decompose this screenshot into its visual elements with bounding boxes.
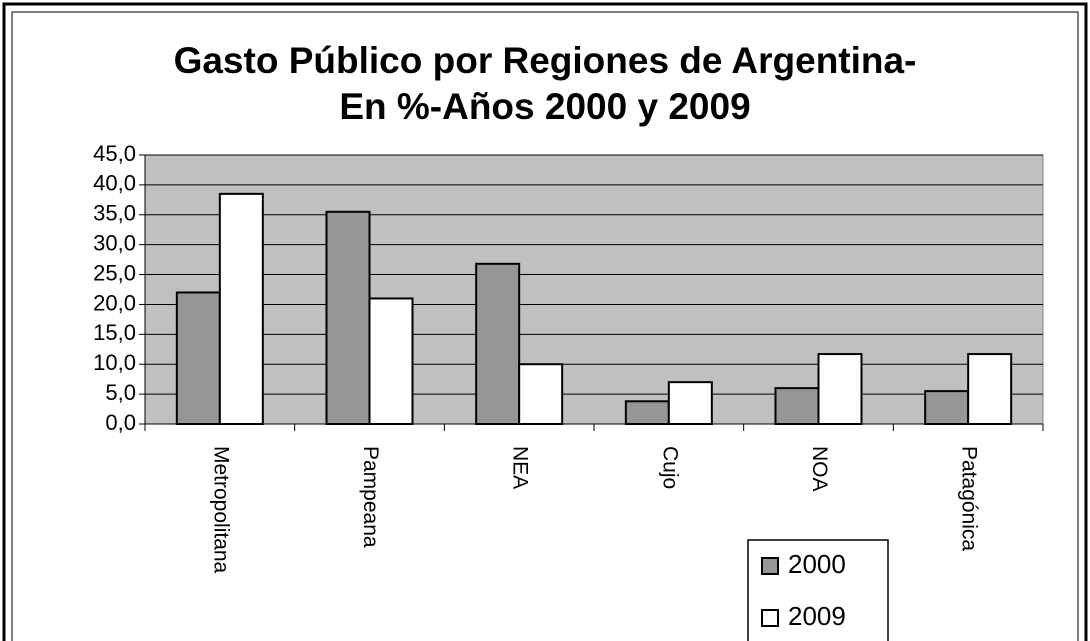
x-tick-label: Metropolitana	[209, 446, 232, 574]
legend-label: 2000	[788, 549, 846, 579]
bar	[368, 297, 414, 426]
x-tick-label: Patagónica	[958, 446, 981, 551]
bar	[774, 387, 820, 425]
y-tick-label: 20,0	[93, 290, 136, 315]
plot-area	[144, 154, 1044, 425]
y-tick-label: 25,0	[93, 260, 136, 285]
bar	[624, 400, 670, 426]
bar	[817, 353, 863, 425]
bar	[175, 291, 221, 425]
legend-swatch	[761, 557, 779, 575]
y-tick-label: 5,0	[105, 380, 136, 405]
y-tick-label: 10,0	[93, 350, 136, 375]
x-tick-label: Pampeana	[359, 446, 382, 548]
inner-frame	[11, 11, 1079, 641]
bar	[967, 353, 1013, 425]
bar	[518, 363, 564, 426]
x-tick-label: NEA	[509, 446, 532, 489]
bar	[325, 210, 371, 425]
y-tick-label: 15,0	[93, 320, 136, 345]
y-tick-label: 40,0	[93, 171, 136, 196]
bar	[924, 390, 970, 425]
y-tick-label: 45,0	[93, 141, 136, 166]
x-tick-label: Cujo	[658, 446, 681, 489]
legend-label: 2009	[788, 601, 846, 631]
x-tick-label: NOA	[808, 446, 831, 492]
bar	[475, 262, 521, 425]
y-tick-label: 30,0	[93, 230, 136, 255]
bar	[667, 381, 713, 425]
y-tick-label: 35,0	[93, 201, 136, 226]
legend-swatch	[761, 609, 779, 627]
bar	[218, 192, 264, 425]
y-tick-label: 0,0	[105, 410, 136, 435]
chart-title: Gasto Público por Regiones de Argentina-…	[173, 40, 917, 127]
